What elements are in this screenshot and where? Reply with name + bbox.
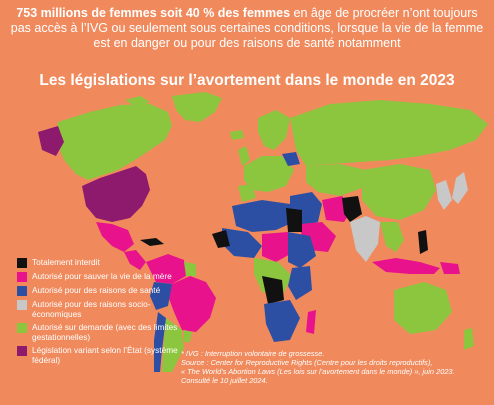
canada	[56, 104, 172, 180]
indonesia	[372, 258, 440, 274]
mainland-se-asia	[380, 222, 404, 252]
legend-label: Autorisé sur demande (avec des limites g…	[32, 322, 178, 342]
russia	[290, 100, 488, 166]
source-note: * IVG : Interruption volontaire de gross…	[181, 349, 491, 385]
southern-africa	[264, 300, 300, 342]
congo	[262, 276, 284, 304]
uruguay	[184, 330, 192, 342]
footnote-ivg: * IVG : Interruption volontaire de gross…	[181, 349, 325, 358]
intro-body: en âge de procréer n’ont toujours pas ac…	[10, 6, 484, 50]
source-line: Source : Center for Reproductive Rights …	[181, 358, 433, 367]
western-europe	[244, 156, 294, 192]
iceland	[230, 130, 244, 140]
legend-swatch	[17, 286, 27, 296]
japan	[452, 172, 468, 204]
india	[350, 216, 380, 262]
legend-item-banned: Totalement interdit	[17, 257, 192, 268]
legend-swatch	[17, 346, 27, 356]
peru-bolivia	[150, 282, 172, 310]
uk	[238, 146, 250, 166]
poland	[282, 152, 300, 166]
legend: Totalement interdit Autorisé pour sauver…	[17, 257, 192, 369]
png	[440, 262, 460, 274]
west-africa	[222, 228, 262, 258]
legend-item-life: Autorisé pour sauver la vie de la mère	[17, 271, 192, 282]
usa	[82, 166, 150, 222]
kazakhstan-central-asia	[306, 164, 366, 196]
legend-label: Autorisé pour sauver la vie de la mère	[32, 271, 172, 281]
philippines	[418, 230, 428, 254]
australia	[394, 282, 452, 334]
sahel	[262, 232, 294, 262]
intro-highlight: 753 millions de femmes soit 40 % des fem…	[16, 6, 291, 20]
consulted-date: Consulté le 10 juillet 2024.	[181, 376, 268, 385]
source-title: « The World’s Abortion Laws (Les lois su…	[181, 367, 455, 376]
canada-islands	[125, 96, 150, 108]
north-africa	[232, 200, 294, 232]
brazil	[168, 276, 216, 332]
colombia-venezuela	[146, 254, 186, 284]
mexico	[96, 222, 134, 252]
east-africa	[288, 266, 312, 300]
argentina	[162, 318, 184, 372]
legend-item-demand: Autorisé sur demande (avec des limites g…	[17, 322, 192, 342]
legend-item-health: Autorisé pour des raisons de santé	[17, 285, 192, 296]
new-zealand	[464, 328, 474, 350]
legend-swatch	[17, 300, 27, 310]
sudan-ethiopia	[288, 232, 316, 268]
alaska	[38, 126, 64, 156]
iberia	[238, 184, 256, 202]
legend-item-socio: Autorisé pour des raisons socio-économiq…	[17, 299, 192, 319]
central-america	[124, 250, 146, 270]
intro-text: 753 millions de femmes soit 40 % des fem…	[6, 6, 488, 51]
afghanistan-pakistan	[342, 196, 362, 222]
legend-label: Totalement interdit	[32, 257, 100, 267]
greenland	[172, 92, 222, 122]
legend-swatch	[17, 258, 27, 268]
china	[362, 164, 436, 220]
map-title: Les législations sur l’avortement dans l…	[39, 72, 455, 89]
caribbean	[140, 238, 164, 246]
legend-swatch	[17, 323, 27, 333]
legend-label: Autorisé pour des raisons de santé	[32, 285, 161, 295]
legend-label: Législation variant selon l’État (systèm…	[32, 345, 178, 365]
legend-item-federal: Législation variant selon l’État (systèm…	[17, 345, 192, 365]
legend-swatch	[17, 272, 27, 282]
legend-label: Autorisé pour des raisons socio-économiq…	[32, 299, 151, 319]
madagascar	[306, 310, 316, 334]
egypt	[286, 208, 302, 232]
mauritania-senegal	[212, 230, 230, 248]
chile	[154, 312, 166, 372]
scandinavia	[258, 110, 290, 150]
guianas	[184, 262, 196, 276]
korea-japan	[436, 180, 452, 210]
